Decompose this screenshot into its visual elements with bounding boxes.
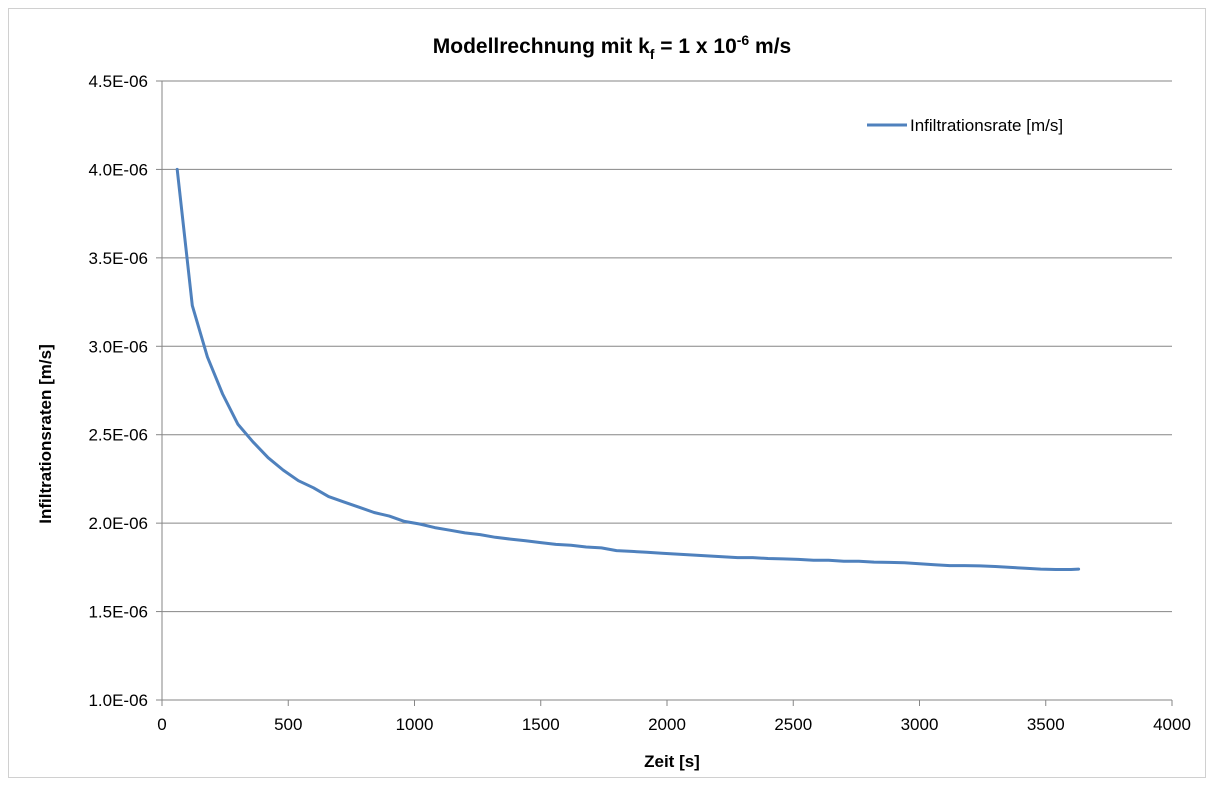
chart-title-superscript: -6 — [737, 32, 750, 48]
x-tick-labels: 0 500 1000 1500 2000 2500 3000 3500 4000 — [157, 715, 1191, 734]
chart-title: Modellrechnung mit kf = 1 x 10-6 m/s — [433, 32, 792, 62]
y-tick-label: 3.0E-06 — [88, 337, 148, 356]
x-tick-label: 2000 — [648, 715, 686, 734]
legend: Infiltrationsrate [m/s] — [867, 116, 1063, 135]
axes — [156, 80, 1173, 706]
x-tick-label: 1000 — [396, 715, 434, 734]
chart-title-subscript: f — [650, 46, 655, 62]
chart-frame — [8, 8, 1206, 778]
chart-title-main: Modellrechnung mit k — [433, 35, 650, 58]
chart-title-end: m/s — [749, 35, 791, 58]
y-tick-labels: 1.0E-06 1.5E-06 2.0E-06 2.5E-06 3.0E-06 3.5E-… — [88, 72, 148, 710]
y-tick-label: 1.0E-06 — [88, 691, 148, 710]
chart-title-mid: = 1 x 10 — [654, 35, 736, 58]
y-tick-label: 2.0E-06 — [88, 514, 148, 533]
series-line-infiltrationsrate — [175, 167, 1081, 571]
y-tick-label: 1.5E-06 — [88, 603, 148, 622]
y-tick-label: 3.5E-06 — [88, 249, 148, 268]
x-tick-label: 4000 — [1153, 715, 1191, 734]
gridlines — [162, 80, 1172, 613]
x-tick-label: 2500 — [774, 715, 812, 734]
x-axis-title: Zeit [s] — [644, 752, 700, 771]
y-axis-title: Infiltrationsraten [m/s] — [36, 344, 55, 523]
y-tick-label: 2.5E-06 — [88, 426, 148, 445]
y-tick-label: 4.5E-06 — [88, 72, 148, 91]
legend-label: Infiltrationsrate [m/s] — [910, 116, 1063, 135]
x-tick-label: 0 — [157, 715, 166, 734]
x-tick-label: 500 — [274, 715, 302, 734]
y-tick-label: 4.0E-06 — [88, 160, 148, 179]
series-group — [175, 167, 1081, 571]
x-tick-label: 3000 — [901, 715, 939, 734]
x-tick-label: 3500 — [1027, 715, 1065, 734]
x-tick-label: 1500 — [522, 715, 560, 734]
